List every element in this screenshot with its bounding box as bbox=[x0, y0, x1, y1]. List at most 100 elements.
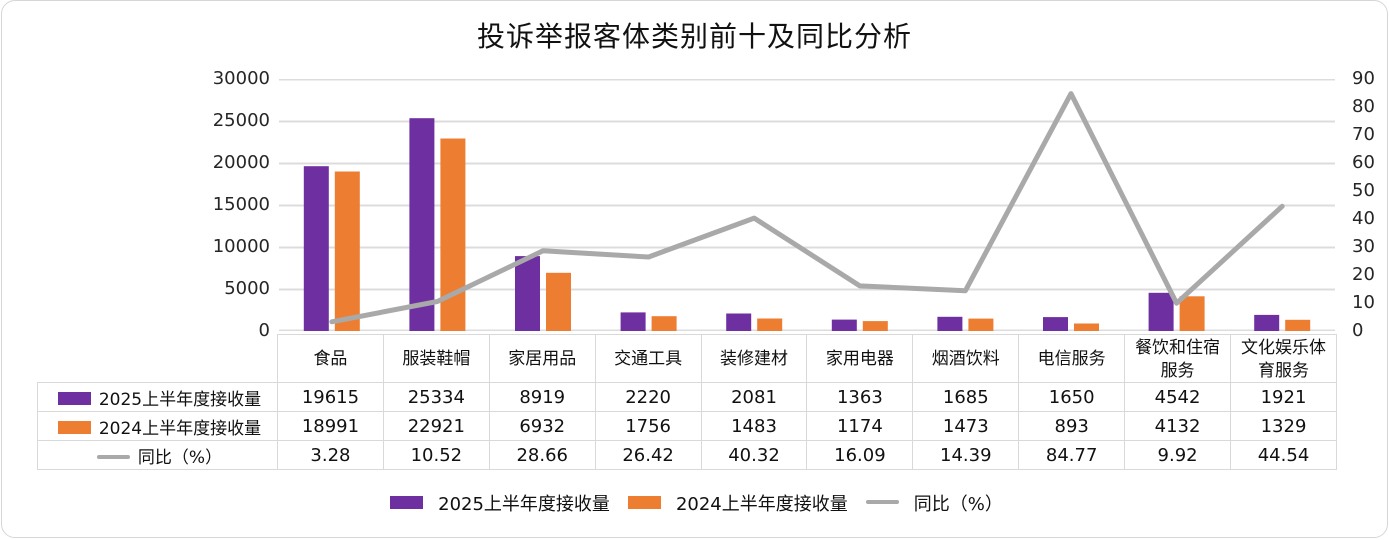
right-axis-tick-label: 90 bbox=[1352, 68, 1375, 89]
data-table: 食品 服装鞋帽 家居用品 交通工具 装修建材 家用电器 烟酒饮料 电信服务 餐饮和住宿服务 文化娱… bbox=[37, 334, 1337, 470]
bar-2025上半年度接收量-食品 bbox=[303, 166, 329, 331]
legend-item-2025: 2025上半年度接收量 bbox=[386, 490, 610, 516]
chart-title: 投诉举报客体类别前十及同比分析 bbox=[476, 22, 912, 53]
value-cell: 1329 bbox=[1230, 411, 1337, 441]
right-axis-tick-label: 70 bbox=[1352, 124, 1375, 145]
value-cell: 44.54 bbox=[1230, 440, 1337, 470]
legend-label-yoy: 同比（%） bbox=[913, 494, 1003, 515]
row-swatch-bar bbox=[57, 421, 91, 434]
value-cell: 2220 bbox=[594, 382, 702, 412]
bar-2024上半年度接收量-食品 bbox=[334, 171, 360, 331]
legend-item-2024: 2024上半年度接收量 bbox=[624, 490, 848, 516]
bar-2025上半年度接收量-装修建材 bbox=[726, 313, 752, 331]
row-label-cell: 2025上半年度接收量 bbox=[37, 382, 278, 412]
legend-swatch-2024-bar bbox=[627, 495, 661, 509]
category-header: 家居用品 bbox=[488, 334, 596, 383]
table-corner-cell bbox=[38, 335, 278, 383]
value-cell: 3.28 bbox=[277, 440, 384, 470]
row-label-cell: 2024上半年度接收量 bbox=[37, 411, 278, 441]
series-name: 同比（%） bbox=[137, 447, 223, 468]
value-cell: 1174 bbox=[806, 411, 914, 441]
value-cell: 25334 bbox=[382, 382, 490, 412]
bar-2024上半年度接收量-餐饮和住宿服务 bbox=[1179, 296, 1205, 331]
value-cell: 22921 bbox=[382, 411, 490, 441]
category-header: 电信服务 bbox=[1018, 334, 1126, 383]
right-axis-tick-label: 60 bbox=[1352, 152, 1375, 173]
bar-2024上半年度接收量-烟酒饮料 bbox=[968, 318, 994, 331]
table-row: 2024上半年度接收量 18991 22921 6932 1756 1483 1174 147… bbox=[37, 411, 1337, 441]
left-axis-tick-label: 10000 bbox=[212, 236, 270, 257]
left-axis-tick-label: 15000 bbox=[212, 194, 270, 215]
value-cell: 4542 bbox=[1124, 382, 1232, 412]
bar-2024上半年度接收量-电信服务 bbox=[1074, 323, 1099, 331]
value-cell: 2081 bbox=[700, 382, 808, 412]
table-header-row: 食品 服装鞋帽 家居用品 交通工具 装修建材 家用电器 烟酒饮料 电信服务 餐饮和住宿服务 文化娱… bbox=[38, 334, 1337, 383]
category-header: 餐饮和住宿服务 bbox=[1124, 334, 1232, 383]
value-cell: 10.52 bbox=[382, 440, 490, 470]
bar-2025上半年度接收量-服装鞋帽 bbox=[409, 118, 435, 331]
value-cell: 8919 bbox=[488, 382, 596, 412]
right-axis-tick-label: 0 bbox=[1352, 320, 1364, 341]
value-cell: 1650 bbox=[1018, 382, 1126, 412]
bar-line-chart bbox=[279, 79, 1335, 331]
right-axis-tick-label: 50 bbox=[1352, 180, 1375, 201]
bar-2025上半年度接收量-餐饮和住宿服务 bbox=[1148, 292, 1174, 331]
bar-2024上半年度接收量-交通工具 bbox=[651, 316, 677, 331]
value-cell: 16.09 bbox=[806, 440, 914, 470]
legend-swatch-yoy-line bbox=[865, 500, 899, 504]
category-header: 服装鞋帽 bbox=[382, 334, 490, 383]
bar-2024上半年度接收量-文化娱乐体育服务 bbox=[1285, 319, 1311, 331]
category-header: 食品 bbox=[277, 334, 384, 383]
category-header: 烟酒饮料 bbox=[912, 334, 1020, 383]
value-cell: 18991 bbox=[277, 411, 384, 441]
left-axis-tick-label: 20000 bbox=[212, 152, 270, 173]
value-cell: 4132 bbox=[1124, 411, 1232, 441]
bar-2024上半年度接收量-装修建材 bbox=[757, 318, 783, 331]
value-cell: 40.32 bbox=[700, 440, 808, 470]
value-cell: 14.39 bbox=[912, 440, 1020, 470]
right-axis-tick-label: 20 bbox=[1352, 264, 1375, 285]
value-cell: 1363 bbox=[806, 382, 914, 412]
yoy-line bbox=[329, 91, 1285, 325]
table-row: 同比（%） 3.28 10.52 28.66 26.42 40.32 16.09 14.39 8… bbox=[37, 440, 1337, 470]
value-cell: 1921 bbox=[1230, 382, 1337, 412]
category-header: 文化娱乐体育服务 bbox=[1230, 334, 1337, 383]
bar-2024上半年度接收量-服装鞋帽 bbox=[440, 138, 466, 331]
legend-item-yoy: 同比（%） bbox=[862, 490, 1003, 516]
row-swatch-bar bbox=[57, 392, 91, 405]
value-cell: 9.92 bbox=[1124, 440, 1232, 470]
bar-2024上半年度接收量-家居用品 bbox=[546, 272, 571, 331]
value-cell: 893 bbox=[1018, 411, 1126, 441]
bar-2025上半年度接收量-家居用品 bbox=[515, 256, 540, 331]
right-axis-tick-label: 80 bbox=[1352, 96, 1375, 117]
bar-2024上半年度接收量-家用电器 bbox=[862, 321, 888, 331]
value-cell: 1685 bbox=[912, 382, 1020, 412]
right-axis-tick-label: 10 bbox=[1352, 292, 1375, 313]
bar-2025上半年度接收量-文化娱乐体育服务 bbox=[1254, 314, 1280, 331]
bar-2025上半年度接收量-烟酒饮料 bbox=[937, 316, 963, 331]
bar-2025上半年度接收量-家用电器 bbox=[831, 319, 857, 331]
legend-label-2025: 2025上半年度接收量 bbox=[438, 494, 610, 515]
left-axis-tick-label: 25000 bbox=[212, 110, 270, 131]
table-row: 2025上半年度接收量 19615 25334 8919 2220 2081 1363 168… bbox=[37, 382, 1337, 412]
left-axis-tick-label: 0 bbox=[258, 320, 270, 341]
legend-label-2024: 2024上半年度接收量 bbox=[675, 494, 848, 515]
value-cell: 1473 bbox=[912, 411, 1020, 441]
right-axis-tick-label: 30 bbox=[1352, 236, 1375, 257]
value-cell: 6932 bbox=[488, 411, 596, 441]
left-axis-tick-label: 30000 bbox=[212, 68, 270, 89]
category-header: 交通工具 bbox=[594, 334, 702, 383]
chart-legend: 2025上半年度接收量 2024上半年度接收量 同比（%） bbox=[2, 490, 1387, 516]
bar-2025上半年度接收量-电信服务 bbox=[1043, 317, 1068, 331]
bar-2025上半年度接收量-交通工具 bbox=[620, 312, 646, 331]
series-name: 2025上半年度接收量 bbox=[98, 389, 262, 410]
value-cell: 28.66 bbox=[488, 440, 596, 470]
value-cell: 19615 bbox=[277, 382, 384, 412]
value-cell: 84.77 bbox=[1018, 440, 1126, 470]
value-cell: 1756 bbox=[594, 411, 702, 441]
right-axis-tick-label: 40 bbox=[1352, 208, 1375, 229]
category-header: 家用电器 bbox=[806, 334, 914, 383]
series-name: 2024上半年度接收量 bbox=[98, 418, 262, 439]
value-cell: 1483 bbox=[700, 411, 808, 441]
